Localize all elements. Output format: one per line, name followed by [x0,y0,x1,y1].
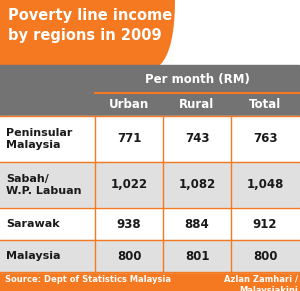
Bar [0,208,299,240]
Text: 1,022: 1,022 [110,178,148,191]
Text: 884: 884 [184,217,209,230]
Bar [0,65,95,93]
PathPatch shape [0,0,175,65]
Text: 912: 912 [253,217,277,230]
Bar [0,116,299,162]
Bar [0,240,299,272]
Text: Azlan Zamhari /
Malaysiakini: Azlan Zamhari / Malaysiakini [224,275,298,291]
Text: Per month (RM): Per month (RM) [145,72,249,86]
Text: Poverty line income: Poverty line income [8,8,172,23]
Text: 801: 801 [185,249,209,262]
Text: 1,082: 1,082 [178,178,216,191]
Bar [95,65,299,93]
Text: Sabah/
W.P. Labuan: Sabah/ W.P. Labuan [6,174,82,196]
Bar [95,93,299,116]
Bar [0,162,299,208]
Text: Rural: Rural [179,98,214,111]
Bar [0,93,95,116]
Text: 800: 800 [117,249,141,262]
Text: 938: 938 [117,217,141,230]
Text: Peninsular
Malaysia: Peninsular Malaysia [6,128,72,150]
Text: Malaysia: Malaysia [6,251,61,261]
Text: Total: Total [249,98,281,111]
Text: 800: 800 [253,249,277,262]
Text: Urban: Urban [109,98,149,111]
Text: 763: 763 [253,132,277,146]
Text: 771: 771 [117,132,141,146]
Text: 1,048: 1,048 [246,178,284,191]
Bar [0,272,300,291]
Text: by regions in 2009: by regions in 2009 [8,28,162,43]
Text: Sarawak: Sarawak [6,219,60,229]
Text: 743: 743 [185,132,209,146]
Text: Source: Dept of Statistics Malaysia: Source: Dept of Statistics Malaysia [5,275,171,284]
